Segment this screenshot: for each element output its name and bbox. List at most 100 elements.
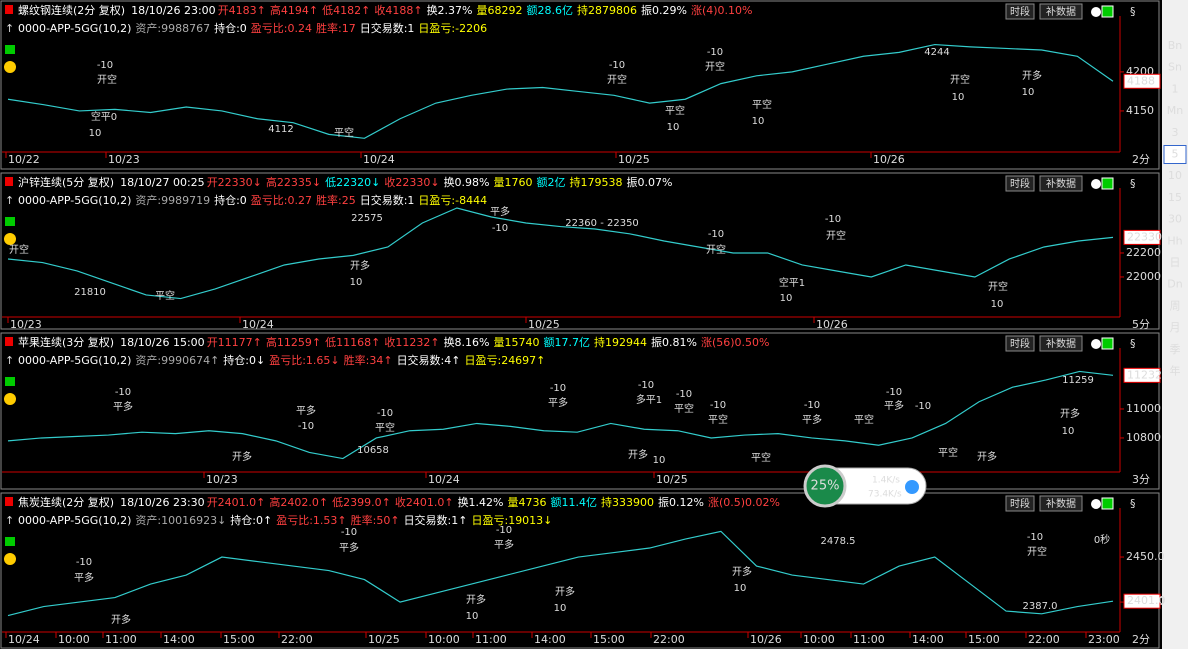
sidebar-item[interactable]: 5 — [1172, 148, 1179, 161]
button[interactable] — [1005, 175, 1035, 192]
account-item: 日交易数:1 — [360, 193, 415, 207]
annotation: 0秒 — [1094, 533, 1110, 546]
stat: 换8.16% — [444, 335, 490, 349]
panel-title: 沪锌连续(5分 复权) — [18, 175, 114, 189]
button-label[interactable]: 补数据 — [1046, 497, 1076, 510]
annotation: 开多 — [466, 593, 486, 606]
annotation: -10 — [710, 400, 726, 411]
annotation: 22575 — [351, 213, 383, 224]
annotation: 平多 — [296, 404, 316, 417]
x-tick-label: 10/22 — [8, 153, 40, 166]
annotation: 10 — [991, 299, 1004, 310]
annotation: 10 — [780, 293, 793, 304]
sidebar-item[interactable]: 1 — [1172, 82, 1179, 95]
account-item: 胜率:50↑ — [351, 513, 400, 527]
button[interactable] — [1005, 495, 1035, 512]
y-tick-label: 22200 — [1126, 246, 1161, 259]
annotation: 10 — [752, 116, 765, 127]
button-label[interactable]: 补数据 — [1046, 177, 1076, 190]
sidebar-item[interactable]: Hh — [1167, 234, 1182, 247]
account-item: 持仓:0 — [214, 193, 247, 207]
sidebar-item[interactable]: Mn — [1167, 104, 1183, 117]
annotation: 10 — [667, 122, 680, 133]
annotation: -10 — [804, 400, 820, 411]
button-label[interactable]: 补数据 — [1046, 5, 1076, 18]
button[interactable] — [1039, 335, 1083, 352]
sidebar-item[interactable]: 3 — [1172, 126, 1179, 139]
panel-icon — [5, 497, 13, 506]
annotation: -10 — [1027, 532, 1043, 543]
annotation: -10 — [915, 401, 931, 412]
stat: 额28.6亿 — [527, 4, 574, 17]
annotation: 平多 — [884, 399, 904, 412]
button-label[interactable]: 时段 — [1010, 5, 1030, 18]
stat: 高2402.0↑ — [269, 495, 328, 509]
cpu-text: 25% — [811, 479, 840, 494]
panel-title: 螺纹钢连续(2分 复权) — [18, 3, 125, 17]
annotation: 平多 — [802, 413, 822, 426]
icon — [1101, 497, 1114, 510]
x-tick-label: 11:00 — [853, 633, 885, 646]
account-item: 日盈亏:19013↓ — [471, 514, 552, 527]
annotation: 平多 — [548, 396, 568, 409]
account-item: 盈亏比:1.65↓ — [269, 354, 339, 367]
price-tag-box — [1123, 367, 1161, 383]
stat: 低4182↑ — [322, 4, 370, 17]
sidebar-item[interactable]: 10 — [1168, 169, 1182, 182]
sidebar-item[interactable]: 30 — [1168, 213, 1182, 226]
icon — [1101, 5, 1114, 18]
account-item: 盈亏比:0.24 — [251, 22, 312, 35]
period-label: 2分 — [1132, 633, 1150, 646]
sidebar-item[interactable]: Dn — [1167, 278, 1182, 291]
button[interactable] — [1005, 335, 1035, 352]
button[interactable] — [1039, 3, 1083, 20]
account-line: 0000-APP-5GG(10,2) 资产:9989719 持仓:0 盈亏比:0.27… — [18, 193, 487, 207]
panel-border — [0, 332, 1160, 490]
sidebar — [1162, 0, 1188, 649]
stat: 量4736 — [508, 496, 547, 509]
icon — [1091, 7, 1101, 17]
account-item: 日盈亏:-8444 — [418, 194, 487, 207]
annotation: 平空 — [708, 413, 728, 426]
annotation: 11259 — [1062, 375, 1094, 386]
button-label[interactable]: 时段 — [1010, 337, 1030, 350]
button-label[interactable]: 时段 — [1010, 177, 1030, 190]
x-tick-label: 22:00 — [281, 633, 313, 646]
x-tick-label: 10/25 — [528, 318, 560, 331]
annotation: -10 — [886, 387, 902, 398]
button[interactable] — [1005, 3, 1035, 20]
sidebar-item[interactable]: Bn — [1168, 39, 1183, 52]
annotation: 开空 — [607, 73, 627, 86]
panel-icon — [5, 177, 13, 186]
button[interactable] — [1039, 175, 1083, 192]
net-button[interactable] — [905, 480, 919, 494]
sidebar-item[interactable]: 月 — [1170, 321, 1181, 334]
sidebar-item[interactable]: 季 — [1170, 343, 1181, 356]
price-line — [7, 530, 1114, 617]
sidebar-item[interactable]: 年 — [1170, 364, 1181, 378]
account-item: 胜率:17 — [316, 21, 356, 35]
lock-icon — [5, 45, 15, 54]
x-tick-label: 10/24 — [428, 473, 460, 486]
button[interactable] — [1039, 495, 1083, 512]
sidebar-item[interactable]: 周 — [1170, 299, 1181, 312]
sidebar-item[interactable]: 日 — [1170, 256, 1181, 269]
panel-datetime: 18/10/26 15:00 — [120, 336, 205, 349]
x-tick-label: 10/25 — [618, 153, 650, 166]
sidebar-item[interactable]: Sn — [1168, 61, 1182, 74]
stat: 收4188↑ — [374, 3, 422, 17]
button-label[interactable]: 时段 — [1010, 497, 1030, 510]
annotation: 开多 — [350, 259, 370, 272]
icon — [1091, 179, 1101, 189]
annotation: 4244 — [924, 47, 949, 58]
stat: 振0.81% — [651, 335, 697, 349]
sidebar-item[interactable]: 15 — [1168, 191, 1182, 204]
x-tick-label: 22:00 — [1028, 633, 1060, 646]
stat: 振0.07% — [627, 175, 673, 189]
annotation: 开空 — [9, 243, 29, 256]
stat: 高11259↑ — [266, 335, 321, 349]
stat: 额17.7亿 — [544, 336, 591, 349]
arrow-icon: ↑ — [5, 514, 14, 527]
annotation: 开空 — [950, 73, 970, 86]
button-label[interactable]: 补数据 — [1046, 337, 1076, 350]
